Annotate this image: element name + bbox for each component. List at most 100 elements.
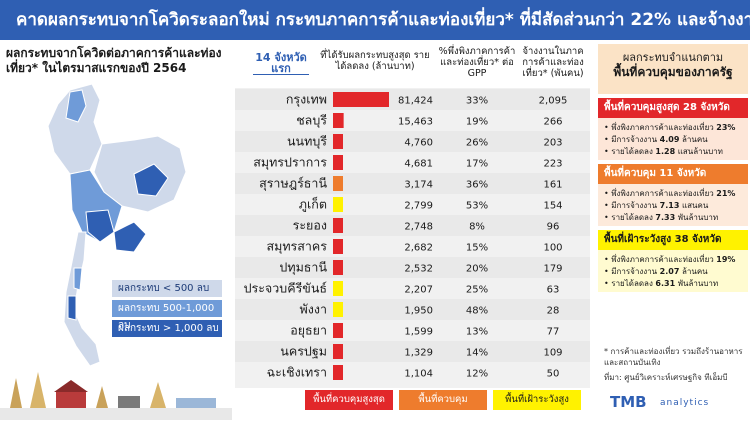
- revenue-loss-bar: [333, 344, 343, 359]
- zone-summary-header: ผลกระทบจำแนกตาม พื้นที่ควบคุมของภาครัฐ: [598, 44, 748, 94]
- employment-value: 96: [547, 222, 560, 233]
- gpp-share-value: 33%: [466, 96, 488, 107]
- employment-value: 100: [543, 243, 562, 254]
- employment-value: 266: [543, 117, 562, 128]
- province-label: อยุธยา: [290, 323, 327, 339]
- revenue-loss-value: 2,532: [404, 264, 433, 275]
- gpp-share-value: 12%: [466, 369, 488, 380]
- province-label: พังงา: [300, 302, 327, 317]
- revenue-loss-value: 2,748: [404, 222, 433, 233]
- table-row-stripe: [235, 215, 590, 236]
- legend-high: ผลกระทบ > 1,000 ลบ: [112, 320, 222, 337]
- revenue-loss-value: 2,799: [404, 201, 433, 212]
- zone-summary-title-2: พื้นที่ควบคุมของภาครัฐ: [613, 65, 733, 79]
- gpp-share-value: 17%: [466, 159, 488, 170]
- gpp-share-value: 13%: [466, 327, 488, 338]
- revenue-loss-value: 4,760: [404, 138, 433, 149]
- zone-high-surveillance: พื้นที่เฝ้าระวังสูง 38 จังหวัด • พึ่งพิง…: [598, 230, 748, 292]
- zone-control-title: พื้นที่ควบคุม 11 จังหวัด: [598, 164, 748, 184]
- table-row-stripe: [235, 341, 590, 362]
- zone-max-control-title: พื้นที่ควบคุมสูงสุด 28 จังหวัด: [598, 98, 748, 118]
- tmb-logo-analytics: analytics: [660, 398, 710, 408]
- table-row-stripe: [235, 173, 590, 194]
- legend-control-zone: พื้นที่ควบคุม: [399, 390, 487, 410]
- revenue-loss-bar: [333, 155, 343, 170]
- footnote: * การค้าและท่องเที่ยว รวมถึงร้านอาหารและ…: [604, 347, 743, 367]
- map-bangkok-region: [85, 209, 115, 243]
- landmark-skyline-illustration: [0, 372, 232, 420]
- revenue-loss-bar: [333, 365, 343, 380]
- revenue-loss-value: 2,207: [404, 285, 433, 296]
- zone-high-surveillance-title: พื้นที่เฝ้าระวังสูง 38 จังหวัด: [598, 230, 748, 250]
- zone-line: • มีการจ้างงาน 7.13 แสนคน: [604, 201, 709, 210]
- zone-control: พื้นที่ควบคุม 11 จังหวัด • พึ่งพิงภาคการ…: [598, 164, 748, 226]
- zone-line: • รายได้ลดลง 1.28 แสนล้านบาท: [604, 147, 723, 156]
- employment-value: 109: [543, 348, 562, 359]
- gpp-share-value: 20%: [466, 264, 488, 275]
- zone-line: • พึ่งพิงภาคการค้าและท่องเที่ยว 21%: [604, 189, 736, 198]
- province-label: ปทุมธานี: [279, 260, 327, 276]
- revenue-loss-bar: [333, 239, 343, 254]
- gpp-share-value: 15%: [466, 243, 488, 254]
- legend-max-control-zone: พื้นที่ควบคุมสูงสุด: [305, 390, 393, 410]
- revenue-loss-value: 1,104: [404, 369, 433, 380]
- map-title: ผลกระทบจากโควิดต่อภาคการค้าและท่องเที่ยว…: [6, 46, 222, 75]
- employment-value: 77: [547, 327, 560, 338]
- thailand-map: [47, 83, 187, 367]
- gpp-share-value: 53%: [466, 201, 488, 212]
- revenue-loss-value: 81,424: [398, 96, 433, 107]
- province-label: ประจวบคีรีขันธ์: [244, 281, 327, 296]
- gpp-share-value: 48%: [466, 306, 488, 317]
- gpp-share-value: 8%: [469, 222, 485, 233]
- zone-summary-title-1: ผลกระทบจำแนกตาม: [622, 51, 724, 64]
- table-row-stripe: [235, 299, 590, 320]
- revenue-loss-value: 2,682: [404, 243, 433, 254]
- map-east: [113, 221, 147, 253]
- zone-line: • มีการจ้างงาน 4.09 ล้านคน: [604, 135, 708, 144]
- province-label: ฉะเชิงเทรา: [267, 365, 327, 380]
- employment-value: 154: [543, 201, 562, 212]
- revenue-loss-bar: [333, 260, 343, 275]
- revenue-loss-value: 1,950: [404, 306, 433, 317]
- table-row-stripe: [235, 131, 590, 152]
- revenue-loss-bar: [333, 134, 343, 149]
- employment-value: 161: [543, 180, 562, 191]
- map-south-province-high: [67, 295, 77, 321]
- gpp-share-value: 19%: [466, 117, 488, 128]
- revenue-loss-value: 15,463: [398, 117, 433, 128]
- employment-value: 63: [547, 285, 560, 296]
- tmb-logo: TMB: [610, 393, 647, 411]
- zone-line: • พึ่งพิงภาคการค้าและท่องเที่ยว 23%: [604, 123, 736, 132]
- revenue-loss-value: 3,174: [404, 180, 433, 191]
- header-employment: จ้างงานในภาคการค้าและท่องเที่ยว* (พันคน): [522, 46, 584, 79]
- province-label: สุราษฎร์ธานี: [259, 176, 327, 192]
- revenue-loss-bar: [333, 302, 343, 317]
- revenue-loss-bar: [333, 92, 389, 107]
- map-north-province-high: [65, 89, 87, 123]
- province-label: ภูเก็ต: [299, 197, 327, 213]
- revenue-loss-bar: [333, 323, 343, 338]
- employment-value: 50: [547, 369, 560, 380]
- map-legend: ผลกระทบ < 500 ลบ ผลกระทบ 500-1,000 ลบ ผล…: [112, 280, 222, 340]
- revenue-loss-value: 4,681: [404, 159, 433, 170]
- zone-max-control: พื้นที่ควบคุมสูงสุด 28 จังหวัด • พึ่งพิง…: [598, 98, 748, 160]
- gpp-share-value: 26%: [466, 138, 488, 149]
- revenue-loss-value: 1,329: [404, 348, 433, 359]
- gpp-share-value: 14%: [466, 348, 488, 359]
- table-row-stripe: [235, 257, 590, 278]
- province-label: กรุงเทพ: [286, 92, 327, 108]
- revenue-loss-bar: [333, 218, 343, 233]
- province-label: นครปฐม: [280, 344, 327, 359]
- gpp-share-value: 25%: [466, 285, 488, 296]
- legend-mid: ผลกระทบ 500-1,000 ลบ: [112, 300, 222, 331]
- map-south: [63, 231, 101, 367]
- revenue-loss-bar: [333, 113, 344, 128]
- source-note: ที่มา: ศูนย์วิเคราะห์เศรษฐกิจ ทีเอ็มบี: [604, 373, 728, 382]
- header-provinces: 14 จังหวัดแรก: [253, 52, 309, 75]
- gpp-share-value: 36%: [466, 180, 488, 191]
- map-south-province-mid: [73, 267, 83, 291]
- revenue-loss-bar: [333, 197, 343, 212]
- zone-summary-panel: ผลกระทบจำแนกตาม พื้นที่ควบคุมของภาครัฐ พ…: [598, 44, 748, 292]
- province-label: ชลบุรี: [296, 113, 327, 129]
- table-header: 14 จังหวัดแรก ที่ได้รับผลกระทบสูงสุด ราย…: [235, 44, 590, 88]
